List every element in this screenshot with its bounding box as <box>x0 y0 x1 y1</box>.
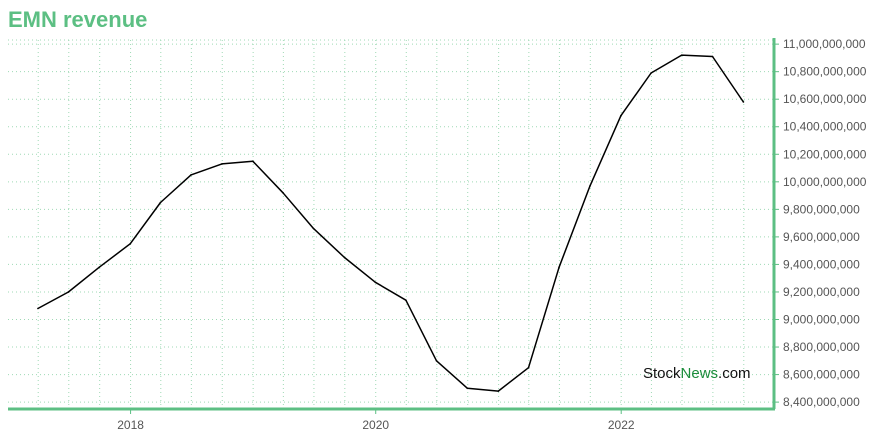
y-tick-label: 9,400,000,000 <box>783 257 860 271</box>
y-tick-label: 10,000,000,000 <box>783 175 867 189</box>
y-tick-label: 8,600,000,000 <box>783 368 860 382</box>
y-tick-label: 11,000,000,000 <box>783 37 866 51</box>
data-point <box>711 55 714 58</box>
x-tick-label: 2018 <box>117 418 144 432</box>
data-point <box>252 160 254 162</box>
y-tick-label: 8,400,000,000 <box>783 395 860 409</box>
y-tick-label: 9,800,000,000 <box>783 202 860 216</box>
x-tick-label: 2020 <box>362 418 389 432</box>
data-point <box>466 387 469 390</box>
data-point <box>589 185 591 187</box>
data-point <box>374 281 377 284</box>
chart-title: EMN revenue <box>8 7 148 32</box>
watermark-news: News <box>680 365 719 382</box>
data-point <box>221 163 223 165</box>
data-point <box>67 291 70 293</box>
data-point <box>129 242 132 245</box>
data-point <box>405 299 407 302</box>
data-point <box>497 390 500 392</box>
y-tick-label: 10,600,000,000 <box>783 92 867 106</box>
y-tick-label: 10,800,000,000 <box>783 65 867 79</box>
y-tick-label: 8,800,000,000 <box>783 340 860 354</box>
data-point <box>159 201 162 204</box>
watermark-dotcom: .com <box>718 365 751 382</box>
data-point <box>312 227 315 230</box>
data-point <box>435 360 438 362</box>
data-point <box>282 192 284 194</box>
data-point <box>558 266 560 268</box>
data-point <box>680 54 683 56</box>
y-tick-label: 9,000,000,000 <box>783 313 860 327</box>
y-tick-label: 10,400,000,000 <box>783 120 867 134</box>
data-point <box>190 174 192 176</box>
y-tick-label: 9,200,000,000 <box>783 285 860 299</box>
y-tick-label: 10,200,000,000 <box>783 147 867 161</box>
watermark: StockNews.com <box>643 365 751 383</box>
revenue-line <box>37 54 745 392</box>
y-tick-label: 9,600,000,000 <box>783 230 860 244</box>
data-point <box>650 72 652 74</box>
data-point <box>527 366 530 369</box>
data-point <box>98 266 101 268</box>
data-point <box>37 307 39 310</box>
x-tick-label: 2022 <box>608 418 635 432</box>
watermark-stock: Stock <box>643 365 681 382</box>
data-point <box>343 256 346 259</box>
data-point <box>742 101 745 103</box>
data-point <box>620 114 622 117</box>
